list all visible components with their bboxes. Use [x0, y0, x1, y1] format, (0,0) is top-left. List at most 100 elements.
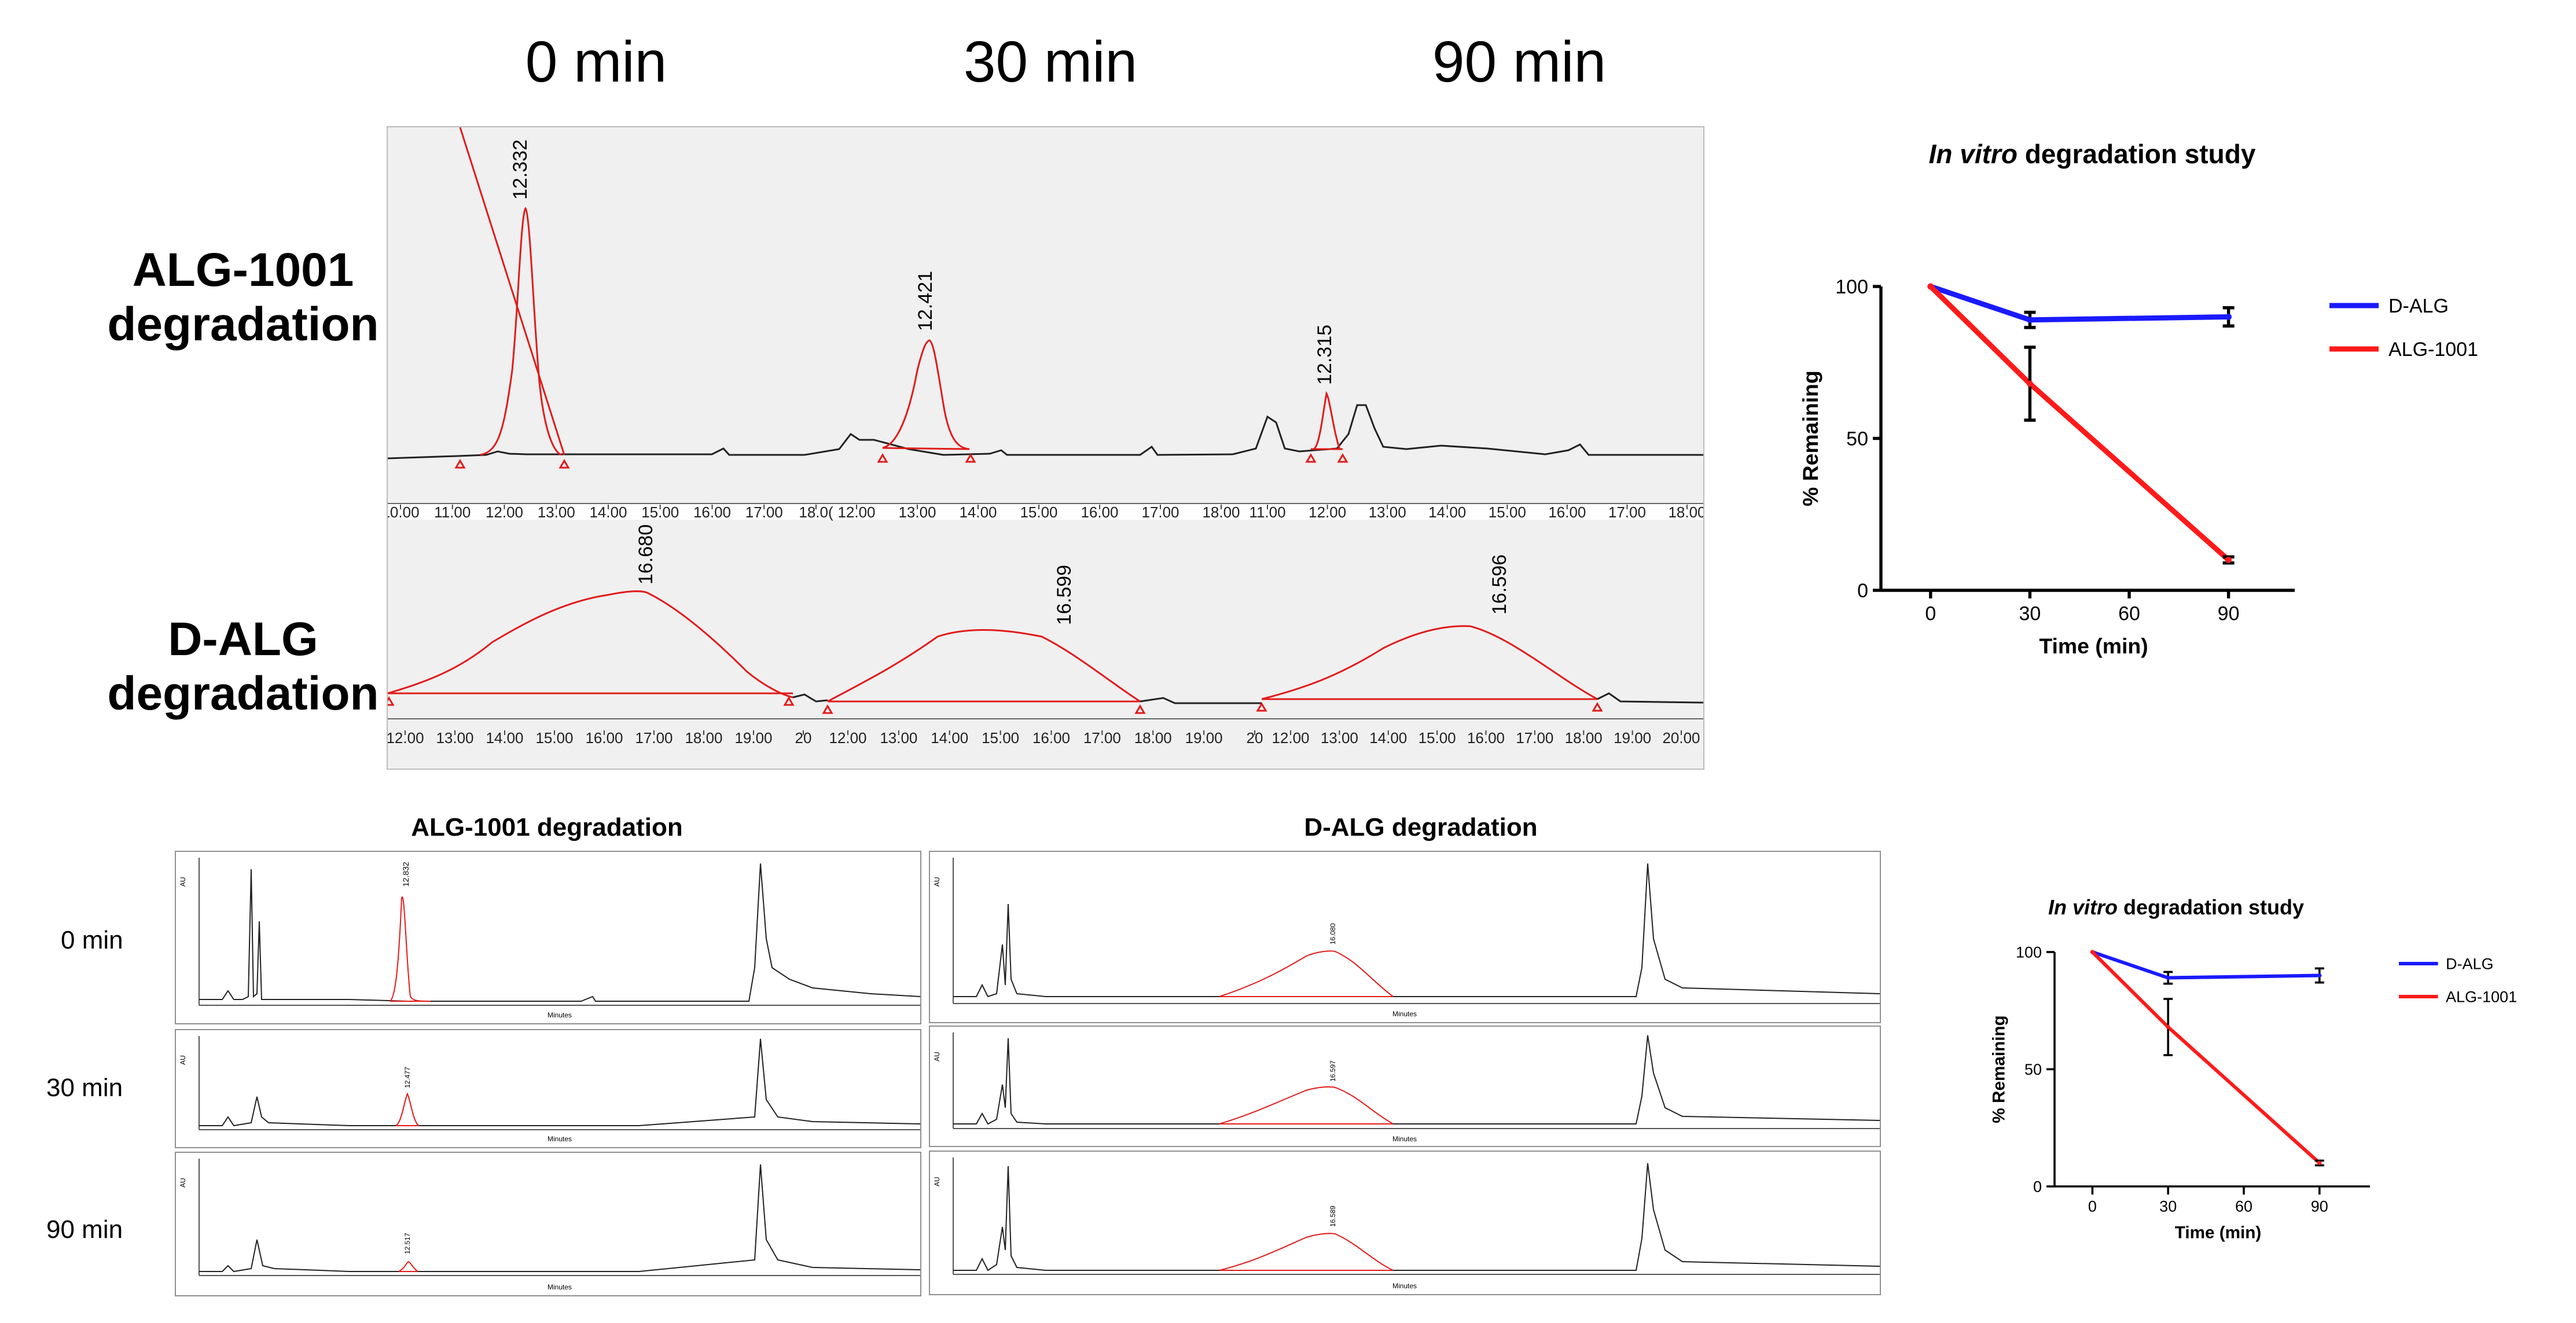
x-tick-label: 30 [2159, 1198, 2177, 1215]
bottom-time-0: 0 min [61, 926, 123, 954]
data-point [2225, 557, 2232, 563]
top-chromatograms-svg: 12.332 12.421 12.315 10.00 11.00 12.00 13.0… [381, 127, 1706, 769]
axis-tick-label: 17.00 [635, 729, 673, 747]
line-chart-top: In vitro degradation study 0 50 100 0 30 60 90… [1798, 139, 2478, 658]
dalg-axis-90: 12.00 13.00 14.00 15.00 16.00 17.00 18.00 19.00… [1272, 729, 1700, 747]
small-peak-label: 16.589 [1329, 1206, 1337, 1227]
axis-tick-label: 16.00 [585, 729, 623, 747]
axis-tick-label: 18.00 [1134, 729, 1172, 747]
axis-tick-label: 20 [795, 729, 812, 747]
row-label-line2: degradation [107, 667, 379, 720]
x-tick-label: 0 [1925, 602, 1936, 624]
data-point [2225, 314, 2232, 320]
axis-tick-label: 19.00 [1185, 729, 1223, 747]
axis-tick-label: 15.00 [641, 504, 679, 521]
row-label-line1: ALG-1001 [132, 244, 354, 296]
small-chrom-dalg-90: 16.589 Minutes AU [929, 1151, 1881, 1295]
axis-tick-label: 16.00 [1081, 504, 1118, 521]
x-tick-label: 90 [2311, 1198, 2328, 1215]
x-tick-label: 30 [2019, 602, 2041, 624]
axis-tick-label: 15.00 [1020, 504, 1057, 521]
data-point [1927, 283, 1934, 290]
axis-tick-label: 12.00 [1309, 504, 1346, 521]
y-tick-label: 50 [2024, 1061, 2042, 1078]
axis-tick-label: 12.00 [1272, 729, 1309, 747]
data-point [2317, 973, 2322, 978]
x-tick-label: 60 [2118, 602, 2140, 624]
axis-tick-label: 14.00 [486, 729, 523, 747]
small-chrom-alg1001-90: 12.517 Minutes AU [175, 1152, 921, 1296]
axis-title: Minutes [547, 1011, 572, 1019]
small-chrom-alg1001-0: 12.832 Minutes AU [175, 851, 921, 1024]
axis-title: Minutes [547, 1283, 572, 1291]
chart-title-rest: degradation study [2118, 895, 2304, 919]
row-label-line2: degradation [107, 298, 379, 351]
axis-tick-label: 15.00 [1489, 504, 1526, 521]
y-axis-label: % Remaining [1798, 370, 1822, 506]
axis-tick-label: 15.00 [982, 729, 1019, 747]
chromatogram-panel-top: 12.332 12.421 12.315 10.00 11.00 12.00 13.0… [381, 126, 1706, 770]
axis-tick-label: 14.00 [589, 504, 627, 521]
series-line-d-alg [1930, 284, 2229, 323]
axis-tick-label: 13.00 [880, 729, 917, 747]
chart-title: In vitro degradation study [1929, 139, 2256, 169]
x-tick-label: 90 [2218, 602, 2240, 624]
x-axis-label: Time (min) [2039, 634, 2148, 658]
y-tick-label: 100 [2016, 943, 2042, 961]
row-label-line1: D-ALG [168, 613, 318, 666]
bottom-time-30: 30 min [46, 1074, 123, 1102]
alg1001-trace-0: 12.332 [387, 127, 804, 469]
axis-tick-label: 13.00 [1321, 729, 1358, 747]
small-peak-label: 16.597 [1329, 1060, 1337, 1082]
axis-tick-label: 16.00 [1548, 504, 1586, 521]
axis-tick-label: 13.00 [538, 504, 575, 521]
legend-label: D-ALG [2388, 295, 2449, 317]
axis-tick-label: 17.00 [1141, 504, 1179, 521]
series-line-alg-1001 [2091, 950, 2321, 1164]
axis-tick-label: 12.00 [388, 729, 424, 747]
axis-tick-label: 14.00 [931, 729, 968, 747]
y-unit: AU [933, 1052, 941, 1061]
legend-label: ALG-1001 [2388, 339, 2478, 361]
chart-title-rest: degradation study [2018, 139, 2256, 169]
time-header-30: 30 min [963, 30, 1138, 94]
series-line-d-alg [2092, 950, 2320, 980]
data-point [2166, 975, 2170, 980]
peak-label-dalg-0: 16.680 [635, 524, 657, 585]
dalg-trace-90: 16.596 [1256, 554, 1704, 712]
x-axis-label: Time (min) [2175, 1223, 2262, 1243]
y-unit: AU [179, 1055, 187, 1065]
axis-tick-label: 18.0( [799, 504, 833, 521]
axis-tick-label: 20.00 [1662, 729, 1700, 747]
axis-tick-label: 15.00 [1419, 729, 1456, 747]
peak-label-dalg-30: 16.599 [1053, 565, 1075, 625]
bottom-time-90: 90 min [46, 1215, 123, 1244]
y-tick-label: 50 [1846, 428, 1868, 450]
x-tick-label: 0 [2088, 1198, 2097, 1215]
axis-tick-label: 14.00 [959, 504, 997, 521]
axis-tick-label: 12.00 [829, 729, 866, 747]
axis-tick-label: 14.00 [1428, 504, 1466, 521]
y-axis-label: % Remaining [1990, 1015, 2009, 1123]
series-line-alg-1001 [1928, 284, 2230, 562]
peak-label-alg1001-30: 12.421 [914, 271, 936, 331]
axis-tick-label: 11.00 [434, 504, 471, 521]
bottom-title-dalg: D-ALG degradation [1304, 813, 1538, 841]
peak-label-alg1001-0: 12.332 [509, 139, 531, 200]
axis-tick-label: 15.00 [535, 729, 573, 747]
axis-title: Minutes [1392, 1010, 1417, 1018]
small-chrom-dalg-30: 16.597 Minutes AU [929, 1026, 1881, 1147]
row-label-dalg: D-ALG degradation [98, 612, 388, 721]
x-tick-label: 60 [2235, 1198, 2252, 1215]
axis-tick-label: 17.00 [1516, 729, 1553, 747]
axis-tick-label: 16.00 [1467, 729, 1505, 747]
alg1001-axis-strip [388, 504, 1703, 520]
small-peak-label: 12.832 [401, 862, 410, 887]
y-unit: AU [933, 1177, 941, 1186]
axis-tick-label: 10.00 [388, 504, 420, 521]
axis-tick-label: 17.00 [1608, 504, 1646, 521]
axis-title: Minutes [547, 1135, 572, 1143]
small-peak-label: 12.477 [403, 1067, 411, 1088]
peak-label-dalg-90: 16.596 [1489, 554, 1511, 615]
data-point [2317, 1160, 2322, 1166]
